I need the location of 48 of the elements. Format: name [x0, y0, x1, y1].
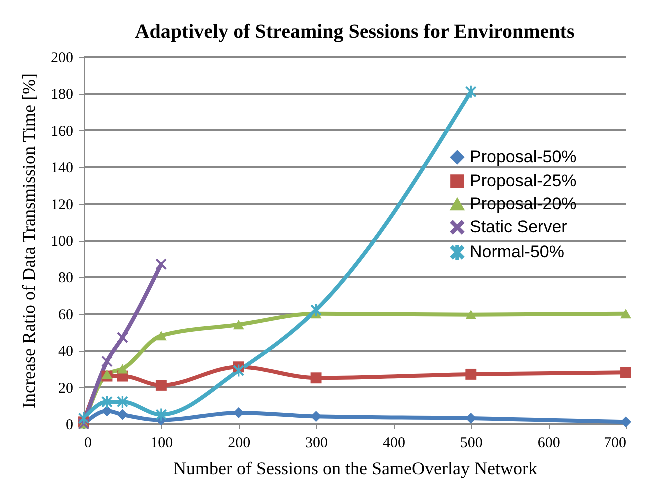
point — [620, 309, 632, 319]
x-axis-title: Number of Sessions on the SameOverlay Network — [174, 458, 538, 478]
x-tick-label: 700 — [604, 436, 626, 452]
point — [102, 370, 113, 380]
point — [117, 332, 128, 344]
point — [620, 367, 632, 378]
y-axis-title: Increase Ratio of Data Transmission Time [%] — [19, 74, 39, 408]
y-tick-label: 60 — [58, 307, 74, 324]
y-tick-label: 100 — [51, 234, 74, 250]
y-tick-label: 40 — [58, 344, 74, 360]
point — [466, 310, 477, 320]
point — [466, 86, 477, 98]
x-tick-label: 600 — [538, 436, 560, 452]
point — [310, 372, 322, 384]
point — [466, 368, 477, 380]
x-tick-label: 400 — [382, 436, 406, 452]
point — [233, 320, 244, 330]
y-tick-label: 200 — [51, 50, 74, 66]
y-tick-label: 80 — [58, 270, 74, 287]
y-tick-label: 20 — [58, 380, 74, 397]
point — [233, 364, 244, 377]
point — [117, 364, 128, 374]
x-tick-label: 500 — [460, 436, 483, 452]
point — [102, 356, 113, 368]
legend-label: Proposal-20% — [470, 194, 577, 214]
y-tick-label: 0 — [66, 418, 74, 434]
y-tick-label: 140 — [51, 160, 74, 177]
point — [102, 406, 113, 417]
x-tick-label: 0 — [84, 436, 92, 452]
legend-label: Normal-50% — [470, 242, 564, 262]
y-tick-label: 120 — [51, 197, 74, 214]
x-tick-label: 200 — [228, 436, 251, 452]
point — [156, 380, 167, 391]
point — [102, 396, 113, 408]
legend-label: Static Server — [470, 218, 568, 236]
point — [156, 408, 167, 421]
point — [117, 396, 128, 408]
point — [78, 412, 90, 425]
point — [156, 331, 167, 341]
x-tick-label: 100 — [150, 436, 174, 452]
chart-title: Adaptively of Streaming Sessions for Environments — [135, 21, 575, 43]
x-tick-label: 300 — [306, 436, 328, 452]
point — [156, 258, 167, 270]
point — [117, 409, 128, 420]
legend-label: Proposal-50% — [470, 148, 577, 166]
legend-label: Proposal-25% — [470, 172, 577, 190]
y-tick-label: 180 — [51, 87, 74, 104]
y-tick-label: 160 — [51, 124, 74, 140]
